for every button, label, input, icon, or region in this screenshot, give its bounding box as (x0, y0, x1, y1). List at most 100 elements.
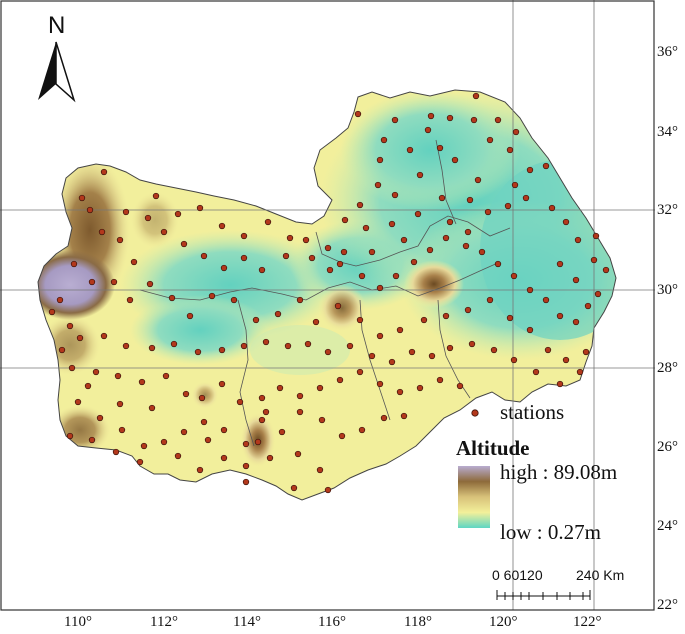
station-point (182, 390, 190, 398)
altitude-legend-high: high : 89.08m (500, 460, 618, 484)
station-point (510, 272, 518, 280)
station-point (170, 340, 178, 348)
station-point (324, 244, 332, 252)
station-point (376, 380, 384, 388)
station-point (464, 306, 472, 314)
station-point (594, 290, 602, 298)
station-point (376, 284, 384, 292)
station-point (494, 116, 502, 124)
station-point (426, 246, 434, 254)
station-point (208, 292, 216, 300)
station-point (368, 248, 376, 256)
station-point (456, 382, 464, 390)
scale-bar-ticks: 0 60120 (492, 567, 543, 583)
station-point (286, 234, 294, 242)
station-point (368, 352, 376, 360)
station-point (76, 334, 84, 342)
station-point (88, 436, 96, 444)
station-point (548, 204, 556, 212)
lon-label-114: 114° (233, 614, 261, 630)
station-point (462, 242, 470, 250)
station-point (522, 194, 530, 202)
station-point (86, 206, 94, 214)
station-point (486, 296, 494, 304)
station-point (446, 114, 454, 122)
station-point (400, 236, 408, 244)
station-point (162, 372, 170, 380)
station-point (254, 438, 262, 446)
station-point (218, 346, 226, 354)
station-point (356, 201, 364, 209)
station-point (302, 236, 310, 244)
station-point (218, 222, 226, 230)
station-point (230, 296, 238, 304)
station-point (416, 171, 424, 179)
station-point (428, 352, 436, 360)
station-point (236, 398, 244, 406)
station-point (392, 272, 400, 280)
station-point (592, 232, 600, 240)
station-point (376, 332, 384, 340)
station-point (278, 428, 286, 436)
station-point (602, 266, 610, 274)
station-point (400, 412, 408, 420)
station-point (576, 368, 584, 376)
station-point (572, 276, 580, 284)
station-point (542, 296, 550, 304)
station-point (98, 228, 106, 236)
station-point (48, 308, 56, 316)
station-point (146, 280, 154, 288)
altitude-legend-title: Altitude (456, 436, 530, 460)
station-point (262, 338, 270, 346)
station-point (334, 302, 342, 310)
station-point (160, 438, 168, 446)
station-point (542, 162, 550, 170)
station-point (152, 192, 160, 200)
station-point (388, 358, 396, 366)
station-point (484, 208, 492, 216)
station-point (290, 484, 298, 492)
map-border (0, 0, 655, 611)
station-point (526, 286, 534, 294)
station-point (126, 296, 134, 304)
station-point (436, 144, 444, 152)
station-point (590, 256, 598, 264)
station-point (406, 146, 414, 154)
station-point (110, 278, 118, 286)
station-point (200, 252, 208, 260)
station-point (66, 322, 74, 330)
station-point (464, 228, 472, 236)
station-point (562, 356, 570, 364)
station-point (410, 258, 418, 266)
scale-bar-end-label: 240 Km (576, 567, 625, 583)
station-point (358, 426, 366, 434)
station-point (356, 316, 364, 324)
station-point (112, 448, 120, 456)
station-point (391, 116, 399, 124)
station-point (220, 264, 228, 272)
station-point (420, 316, 428, 324)
lat-label-36: 36° (657, 44, 678, 60)
station-point (218, 380, 226, 388)
station-point (240, 342, 248, 350)
lat-label-30: 30° (657, 282, 678, 298)
station-point (264, 218, 272, 226)
station-point (494, 260, 502, 268)
stations-legend-label: stations (500, 400, 565, 424)
station-point (510, 356, 518, 364)
station-point (316, 384, 324, 392)
station-point (258, 416, 266, 424)
station-point (446, 218, 454, 226)
station-point (116, 400, 124, 408)
lat-label-32: 32° (657, 202, 678, 218)
station-point (242, 462, 250, 470)
station-point (466, 196, 474, 204)
station-point (196, 466, 204, 474)
station-point (242, 478, 250, 486)
lat-label-24: 24° (657, 518, 678, 534)
station-point (574, 236, 582, 244)
station-point (100, 332, 108, 340)
lat-label-26: 26° (657, 439, 678, 455)
station-point (478, 248, 486, 256)
station-point (506, 146, 514, 154)
